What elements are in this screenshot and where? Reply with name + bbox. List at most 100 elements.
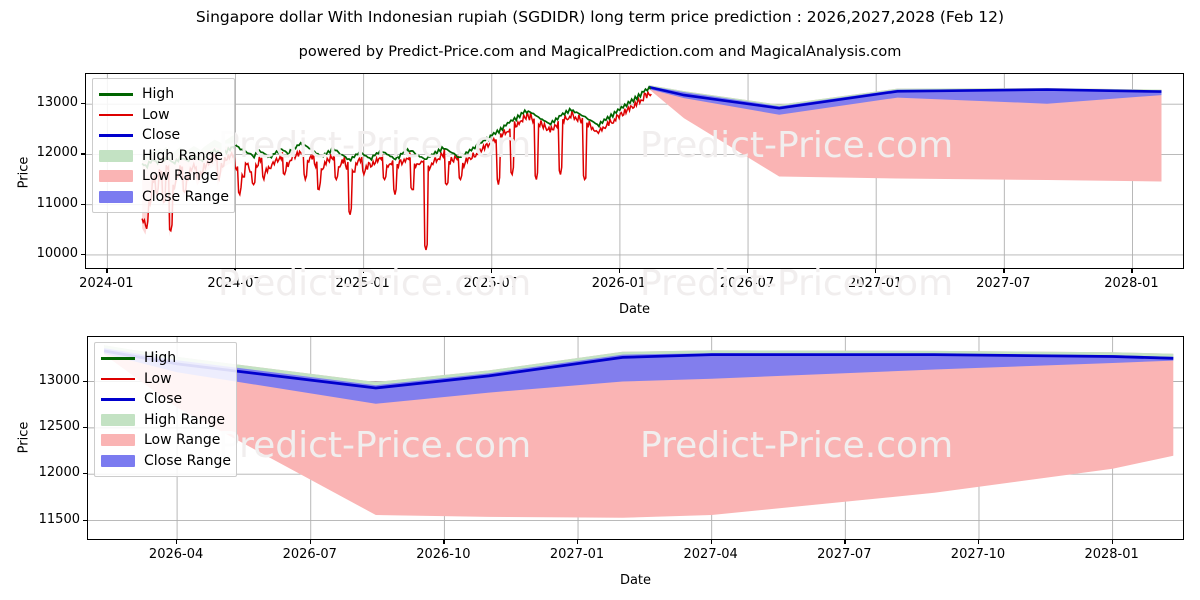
bottom-chart-canvas bbox=[88, 337, 1183, 539]
legend-label-high-range: High Range bbox=[144, 411, 225, 428]
legend-label-close-range: Close Range bbox=[142, 188, 229, 205]
x-tick-mark bbox=[362, 269, 364, 273]
bottom-chart-legend: High Low Close High Range Low Range Clos… bbox=[94, 342, 237, 477]
x-tick-mark bbox=[443, 540, 445, 544]
x-tick-label: 2026-07 bbox=[282, 547, 337, 562]
legend-item-close-range: Close Range bbox=[99, 187, 229, 208]
legend-key-high-icon bbox=[101, 351, 135, 365]
legend-item-close-range: Close Range bbox=[101, 451, 231, 472]
legend-key-low-range-icon bbox=[101, 433, 135, 447]
bottom-chart-x-axis-label: Date bbox=[619, 573, 652, 588]
legend-key-low-icon bbox=[99, 108, 133, 122]
x-tick-label: 2024-01 bbox=[79, 276, 134, 291]
legend-label-high: High bbox=[144, 350, 177, 367]
x-tick-label: 2027-07 bbox=[817, 547, 872, 562]
y-tick-mark bbox=[81, 253, 85, 256]
page-subtitle: powered by Predict-Price.com and Magical… bbox=[298, 44, 902, 60]
x-tick-mark bbox=[875, 269, 877, 273]
x-tick-label: 2027-01 bbox=[848, 276, 903, 291]
legend-key-high-icon bbox=[99, 87, 133, 101]
legend-key-high-range-icon bbox=[99, 149, 133, 163]
y-tick-label: 13000 bbox=[38, 372, 80, 388]
y-tick-mark bbox=[83, 426, 87, 429]
legend-item-close: Close bbox=[101, 389, 228, 410]
x-tick-mark bbox=[1003, 269, 1005, 273]
top-chart-canvas bbox=[86, 74, 1183, 268]
x-tick-mark bbox=[747, 269, 749, 273]
y-tick-label: 13000 bbox=[36, 95, 78, 111]
x-tick-mark bbox=[234, 269, 236, 273]
legend-key-close-icon bbox=[99, 128, 133, 142]
legend-key-low-icon bbox=[101, 372, 135, 386]
x-tick-mark bbox=[1131, 269, 1133, 273]
x-tick-mark bbox=[577, 540, 579, 544]
x-tick-label: 2026-10 bbox=[416, 547, 471, 562]
legend-label-close-range: Close Range bbox=[144, 452, 231, 469]
x-tick-label: 2026-04 bbox=[148, 547, 204, 562]
x-tick-label: 2027-07 bbox=[976, 276, 1031, 291]
x-tick-label: 2028-01 bbox=[1104, 276, 1159, 291]
x-tick-mark bbox=[490, 269, 492, 273]
legend-item-high: High bbox=[101, 348, 228, 369]
y-tick-label: 10000 bbox=[36, 245, 78, 261]
x-tick-label: 2024-07 bbox=[207, 276, 262, 291]
x-tick-mark bbox=[176, 540, 178, 544]
legend-label-high: High bbox=[142, 86, 175, 103]
legend-label-close: Close bbox=[142, 127, 181, 144]
x-tick-mark bbox=[106, 269, 108, 273]
x-tick-label: 2026-01 bbox=[591, 276, 647, 291]
x-tick-mark bbox=[844, 540, 846, 544]
y-tick-mark bbox=[83, 519, 87, 521]
legend-label-low: Low bbox=[142, 106, 170, 123]
legend-item-high: High bbox=[99, 84, 226, 105]
y-tick-label: 11500 bbox=[38, 511, 80, 527]
x-tick-label: 2028-01 bbox=[1084, 547, 1139, 562]
x-tick-label: 2025-07 bbox=[463, 276, 518, 291]
x-tick-mark bbox=[1111, 540, 1113, 544]
x-tick-mark bbox=[977, 540, 980, 544]
legend-label-low-range: Low Range bbox=[142, 168, 219, 185]
legend-key-close-icon bbox=[101, 392, 135, 406]
top-chart-x-axis-label: Date bbox=[618, 302, 651, 317]
x-tick-label: 2025-01 bbox=[335, 276, 390, 291]
top-chart-legend: High Low Close High Range Low Range Clos… bbox=[92, 78, 235, 213]
legend-item-low-range: Low Range bbox=[101, 430, 228, 451]
top-chart-panel: Price 10000 11000 12000 13000 2024-01 2024-0… bbox=[17, 73, 1184, 317]
legend-item-low: Low bbox=[101, 369, 228, 390]
y-tick-mark bbox=[83, 473, 87, 475]
legend-item-high-range: High Range bbox=[99, 146, 226, 167]
x-tick-label: 2027-10 bbox=[950, 547, 1006, 562]
y-tick-mark bbox=[81, 153, 85, 155]
legend-item-low-range: Low Range bbox=[99, 166, 226, 187]
bottom-chart-y-axis-label: Price bbox=[16, 421, 32, 454]
x-tick-label: 2027-04 bbox=[683, 547, 738, 562]
legend-item-low: Low bbox=[99, 105, 226, 126]
bottom-chart-panel: Price 11500 12000 12500 13000 2026-04 2026-0… bbox=[0, 320, 1200, 600]
x-tick-mark bbox=[618, 269, 621, 273]
legend-key-low-range-icon bbox=[99, 169, 133, 183]
y-tick-mark bbox=[81, 203, 85, 205]
legend-item-high-range: High Range bbox=[101, 410, 228, 431]
x-tick-label: 2026-07 bbox=[719, 276, 775, 291]
legend-key-high-range-icon bbox=[101, 413, 135, 427]
page-title: Singapore dollar With Indonesian rupiah … bbox=[195, 8, 1005, 26]
legend-label-high-range: High Range bbox=[142, 147, 223, 164]
legend-item-close: Close bbox=[99, 125, 226, 146]
legend-label-close: Close bbox=[144, 391, 183, 408]
x-tick-mark bbox=[710, 540, 712, 544]
x-tick-mark bbox=[309, 540, 311, 544]
y-tick-label: 12000 bbox=[36, 145, 78, 161]
legend-key-close-range-icon bbox=[101, 454, 135, 468]
legend-label-low: Low bbox=[144, 370, 172, 387]
y-tick-mark bbox=[83, 380, 87, 382]
y-tick-mark bbox=[81, 103, 85, 105]
x-tick-label: 2027-01 bbox=[549, 547, 605, 562]
y-tick-label: 12500 bbox=[38, 418, 80, 434]
legend-label-low-range: Low Range bbox=[144, 432, 221, 449]
y-tick-label: 11000 bbox=[36, 195, 78, 211]
y-tick-label: 12000 bbox=[38, 465, 80, 481]
bottom-chart-plot-area bbox=[87, 336, 1184, 540]
legend-key-close-range-icon bbox=[99, 190, 133, 204]
top-chart-plot-area bbox=[85, 73, 1184, 269]
